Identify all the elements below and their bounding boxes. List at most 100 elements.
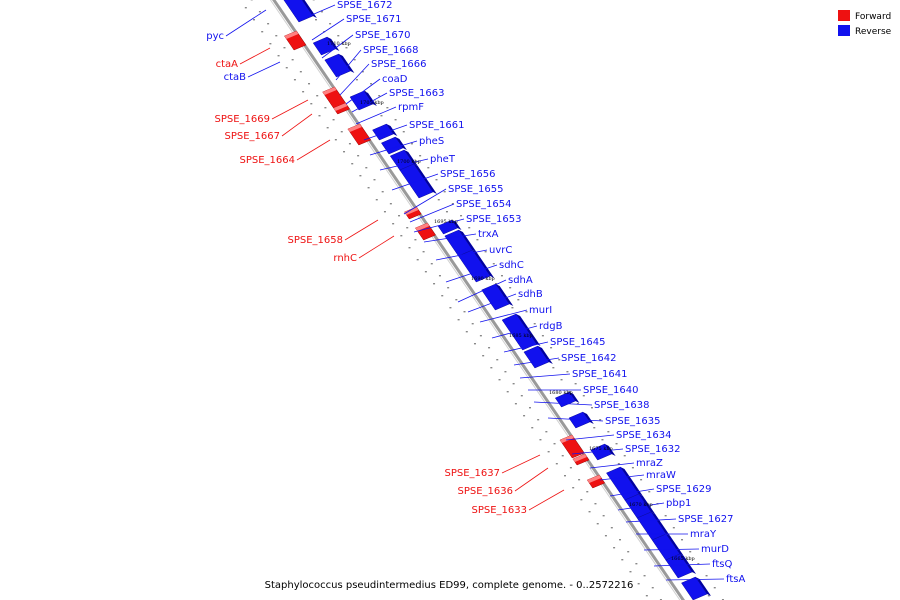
track-dot — [479, 335, 482, 337]
reverse-gene-block — [681, 576, 708, 600]
reverse-gene-shadow — [395, 137, 407, 150]
gene-label-mraZ: mraZ — [636, 458, 663, 469]
gene-leader-line — [271, 99, 309, 120]
gene-label-trxA: trxA — [478, 229, 499, 240]
forward-gene-highlight — [333, 103, 348, 111]
gene-leader-line — [617, 502, 665, 511]
scale-ticks: 1710 kbp 1705 kbp 1700 kbp 1695 kbp 1690 kbp… — [327, 41, 695, 562]
track-dot — [578, 479, 581, 481]
gene-label-SPSE_1627: SPSE_1627 — [678, 514, 734, 525]
track-dot — [593, 427, 596, 429]
gene-leader-line — [457, 279, 507, 303]
track-dot — [561, 455, 564, 457]
gene-leader-line — [519, 373, 571, 379]
gene-leader-line — [344, 219, 379, 241]
gene-label-SPSE_1664: SPSE_1664 — [240, 155, 296, 166]
track-dot — [645, 595, 648, 597]
forward-gene-highlight — [404, 207, 419, 215]
gene-label-pheS: pheS — [419, 136, 444, 147]
track-dot — [488, 347, 491, 349]
gene-leader-line — [513, 357, 560, 366]
gene-label-SPSE_1669: SPSE_1669 — [215, 114, 271, 125]
gene-leader-line — [501, 454, 541, 474]
gene-leader-line — [445, 264, 498, 283]
track-dot — [291, 59, 294, 61]
track-dot — [613, 547, 616, 549]
track-dot — [261, 31, 264, 33]
track-dot — [365, 167, 368, 169]
gene-label-SPSE_1666: SPSE_1666 — [371, 59, 427, 70]
gene-label-murD: murD — [701, 544, 729, 555]
scale-tick-label: 1670 kbp — [629, 502, 653, 508]
track-dot — [498, 379, 501, 381]
track-dot — [334, 139, 337, 141]
track-dot — [400, 235, 403, 237]
reverse-gene-shadow — [495, 284, 514, 306]
gene-leader-line — [547, 417, 604, 422]
track-dot — [582, 395, 585, 397]
gene-leader-line — [311, 18, 345, 41]
gene-label-SPSE_1668: SPSE_1668 — [363, 45, 419, 56]
scale-tick-label: 1690 kbp — [471, 276, 495, 282]
track-dot — [492, 263, 495, 265]
gene-leader-line — [479, 309, 528, 323]
track-dot — [490, 367, 493, 369]
reverse-gene-shadow — [582, 412, 594, 424]
gene-leader-line — [413, 218, 465, 233]
track-dot — [258, 11, 261, 13]
reverse-gene-shadow — [458, 230, 477, 252]
gene-label-mraY: mraY — [690, 529, 717, 540]
gene-leader-line — [599, 474, 645, 481]
track-dot — [580, 499, 583, 501]
legend-reverse-swatch — [838, 25, 850, 36]
track-dot — [484, 251, 487, 253]
gene-leader-line — [589, 462, 635, 469]
track-dot — [378, 95, 381, 97]
gene-label-SPSE_1638: SPSE_1638 — [594, 400, 650, 411]
track-dot — [348, 143, 351, 145]
forward-gene-highlight — [572, 454, 587, 462]
track-dot — [451, 203, 454, 205]
gene-leader-line — [296, 139, 331, 161]
gene-label-rpmF: rpmF — [398, 102, 424, 113]
track-dot — [445, 211, 448, 213]
track-dot — [619, 539, 622, 541]
gene-leader-line — [565, 434, 615, 441]
track-dot — [629, 571, 632, 573]
gene-label-SPSE_1663: SPSE_1663 — [389, 88, 445, 99]
gene-leader-line — [345, 78, 381, 105]
gene-label-SPSE_1658: SPSE_1658 — [288, 235, 344, 246]
legend-reverse-label: Reverse — [855, 27, 892, 37]
track-dot — [443, 191, 446, 193]
legend-forward-swatch — [838, 10, 850, 21]
scale-tick-label: 1695 kbp — [434, 219, 458, 225]
gene-label-SPSE_1661: SPSE_1661 — [409, 120, 465, 131]
track-dot — [560, 379, 563, 381]
track-dot — [433, 283, 436, 285]
track-dot — [705, 575, 708, 577]
gene-leader-line — [609, 488, 655, 497]
scale-tick-label: 1700 kbp — [397, 159, 421, 165]
track-dot — [383, 211, 386, 213]
track-dot — [563, 475, 566, 477]
reverse-gene-block — [324, 53, 351, 78]
gene-label-pheT: pheT — [430, 154, 456, 165]
gene-leader-line — [335, 49, 362, 81]
track-dot — [541, 335, 544, 337]
track-dot — [367, 187, 370, 189]
track-dot — [253, 19, 256, 21]
gene-leader-line — [239, 47, 271, 65]
track-dot — [416, 259, 419, 261]
track-dot — [359, 175, 362, 177]
track-dot — [689, 551, 692, 553]
gene-label-rnhC: rnhC — [333, 253, 357, 264]
gene-leader-line — [467, 293, 517, 313]
gene-leader-line — [363, 124, 408, 141]
scale-tick-label: 1705 kbp — [360, 100, 384, 106]
track-dot — [672, 527, 675, 529]
track-dot — [315, 19, 318, 21]
track-dot — [285, 67, 288, 69]
track-dot — [355, 79, 358, 81]
track-dot — [394, 119, 397, 121]
track-dot — [447, 287, 450, 289]
